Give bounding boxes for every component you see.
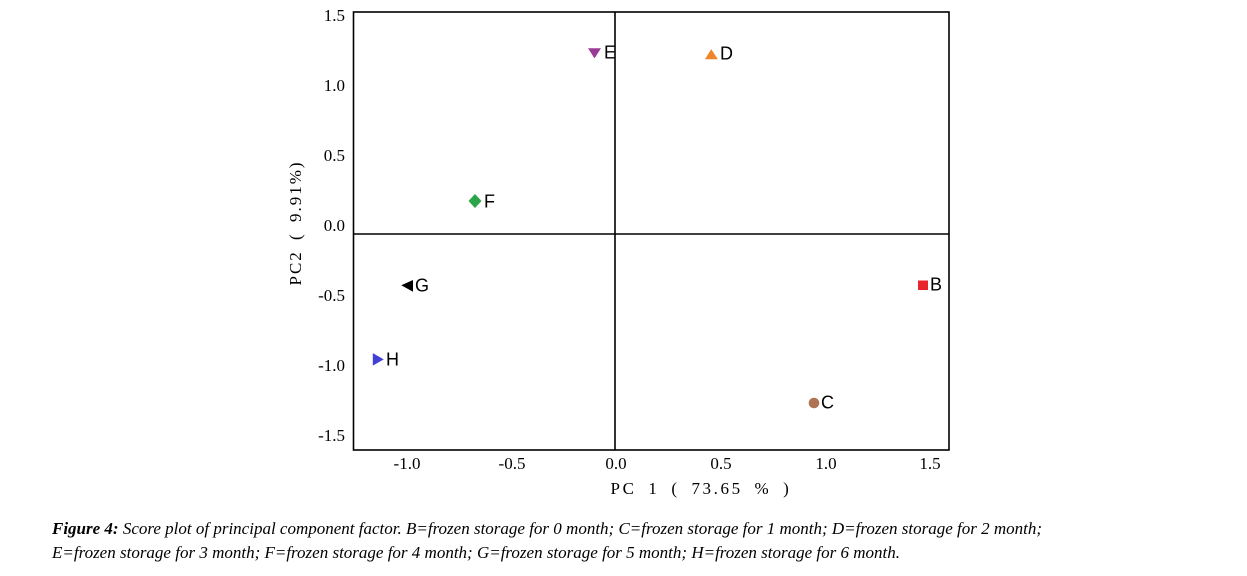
svg-text:C: C [821,393,834,413]
svg-text:E: E [604,43,616,63]
svg-text:G: G [415,276,429,296]
svg-text:D: D [720,44,733,64]
svg-text:H: H [386,350,399,370]
svg-text:B: B [930,275,942,295]
svg-text:F: F [484,192,495,212]
